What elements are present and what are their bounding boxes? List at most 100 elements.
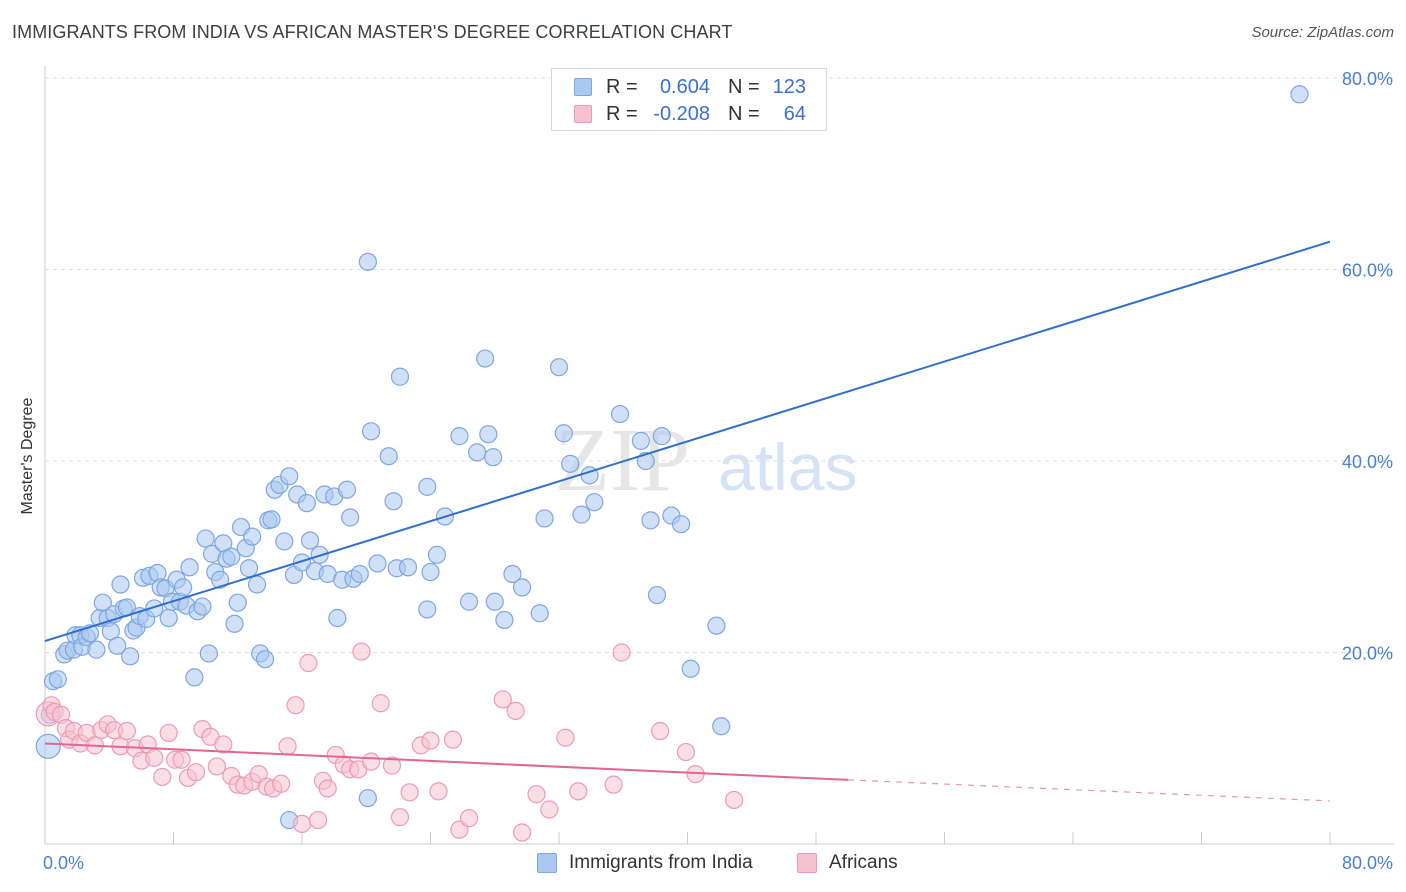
india-point (174, 578, 193, 597)
africans-point (676, 742, 695, 762)
legend-item-africans[interactable]: Africans (797, 852, 898, 874)
africans-point (361, 752, 381, 771)
india-point (459, 592, 479, 611)
india-point (111, 575, 130, 594)
africans-point (556, 728, 575, 747)
india-point (185, 668, 204, 687)
india-point (300, 531, 320, 550)
india-point (225, 614, 244, 633)
data-points (35, 85, 1309, 842)
x-tick-label: 80.0% (1342, 853, 1393, 873)
africans-point (443, 730, 463, 749)
legend-r-value: -0.208 (653, 102, 710, 125)
y-tick-label: 20.0% (1342, 644, 1393, 664)
india-point (418, 477, 437, 496)
india-point (647, 585, 667, 605)
india-point (398, 558, 418, 577)
africans-point (207, 757, 226, 776)
india-point (554, 424, 573, 443)
tick-labels: 20.0% 40.0% 60.0% 80.0% 0.0% 80.0% (43, 69, 1393, 873)
india-point (390, 367, 410, 386)
africans-point (612, 643, 631, 662)
africans-point (400, 783, 419, 802)
india-point (610, 404, 630, 424)
india-point (358, 788, 377, 808)
africans-point (159, 723, 178, 743)
india-point (712, 717, 731, 736)
watermark: ZIP atlas (555, 411, 857, 510)
india-point (384, 492, 403, 511)
india-point (159, 608, 178, 628)
africans-point (371, 694, 390, 713)
india-point (485, 592, 504, 611)
legend-label-india: Immigrants from India (569, 852, 753, 873)
india-point (484, 448, 503, 467)
india-point (368, 554, 387, 573)
africans-point (512, 823, 532, 842)
africans-point (724, 790, 744, 810)
india-trend-line (44, 240, 1331, 642)
africans-point (569, 782, 588, 801)
africans-point (272, 774, 291, 793)
india-point (671, 515, 691, 534)
legend-swatch-pink (574, 105, 592, 123)
africans-point (278, 737, 297, 756)
india-point (247, 575, 267, 594)
india-point (476, 349, 495, 368)
africans-trend-line (44, 742, 849, 781)
africans-point (527, 785, 546, 804)
africans-point (540, 800, 559, 819)
y-tick-label: 60.0% (1342, 261, 1393, 281)
india-point (421, 562, 440, 582)
legend-n-value: 64 (783, 102, 806, 125)
india-point (48, 670, 67, 689)
india-point (361, 422, 381, 441)
india-point (196, 529, 215, 548)
africans-point (506, 701, 525, 721)
africans-point (459, 809, 479, 828)
india-point (262, 510, 281, 529)
india-point (681, 659, 700, 678)
africans-point (429, 782, 448, 801)
legend-label-africans: Africans (829, 852, 898, 873)
india-point (328, 608, 347, 628)
india-point (418, 600, 437, 619)
africans-point (493, 690, 512, 709)
africans-point (214, 735, 233, 754)
africans-point (352, 642, 371, 661)
india-point (495, 610, 514, 630)
y-tick-label: 80.0% (1342, 69, 1393, 89)
legend-row-india: R = 0.604 N = 123 (574, 75, 806, 99)
india-point (427, 545, 447, 564)
india-point (585, 493, 604, 512)
africans-point (604, 775, 623, 794)
africans-point (286, 696, 305, 715)
india-point (652, 427, 671, 446)
legend-n-label: N = (728, 102, 760, 125)
stats-legend: R = 0.604 N = 123 R = -0.208 N = 64 (551, 68, 827, 131)
india-point (35, 733, 61, 759)
africans-point (299, 653, 318, 673)
africans-trend-extension (848, 779, 1331, 802)
legend-row-africans: R = -0.208 N = 64 (574, 102, 806, 126)
watermark-atlas: atlas (718, 430, 857, 504)
legend-r-label: R = (606, 102, 638, 125)
source-note: Source: ZipAtlas.com (1251, 24, 1394, 41)
india-point (503, 564, 522, 584)
india-point (641, 511, 660, 530)
legend-swatch-blue (537, 853, 557, 873)
india-point (341, 508, 360, 527)
africans-point (117, 721, 137, 741)
chart-title: IMMIGRANTS FROM INDIA VS AFRICAN MASTER'… (12, 22, 733, 42)
india-point (479, 425, 498, 444)
india-point (222, 547, 241, 566)
trend-lines (44, 240, 1331, 802)
africans-point (318, 779, 337, 798)
legend-r-label: R = (606, 75, 638, 98)
india-point (707, 616, 726, 635)
legend-swatch-blue (574, 78, 592, 96)
india-point (337, 480, 357, 499)
legend-item-india[interactable]: Immigrants from India (537, 852, 753, 874)
india-point (572, 505, 591, 524)
